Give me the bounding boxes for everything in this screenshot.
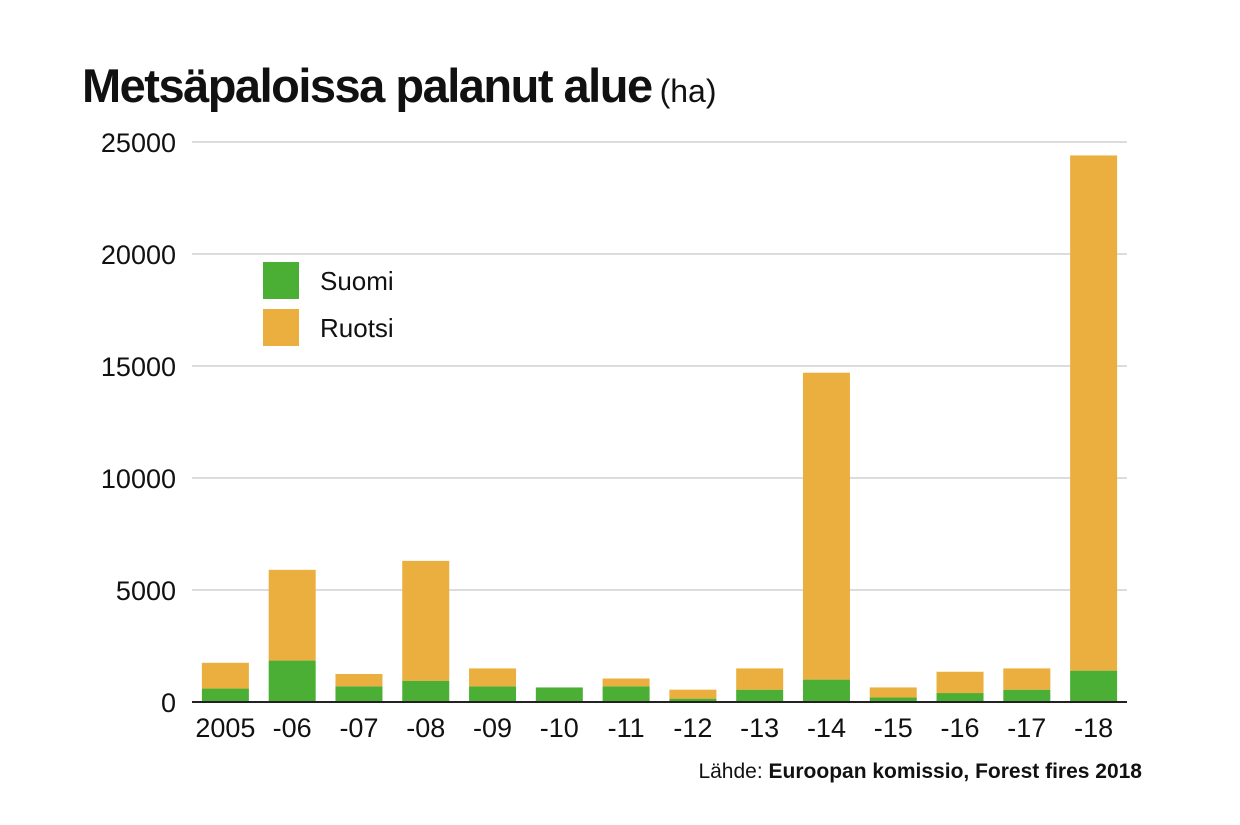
- bar-ruotsi: [802, 372, 850, 680]
- source-note: Lähde: Euroopan komissio, Forest fires 2…: [698, 760, 1142, 784]
- x-tick-label: -06: [273, 713, 312, 743]
- bar-suomi: [869, 697, 917, 702]
- bar-ruotsi: [602, 678, 650, 687]
- x-tick-label: -11: [608, 713, 645, 743]
- y-tick-label: 15000: [101, 352, 176, 382]
- bar-ruotsi: [1003, 668, 1051, 690]
- x-tick-label: -16: [941, 713, 980, 743]
- x-tick-label: -12: [673, 713, 712, 743]
- bar-ruotsi: [736, 668, 784, 690]
- y-tick-label: 25000: [101, 128, 176, 158]
- legend-label-ruotsi: Ruotsi: [320, 313, 394, 343]
- bar-suomi: [802, 679, 850, 702]
- title-unit: (ha): [659, 73, 717, 109]
- x-tick-label: -18: [1074, 713, 1113, 743]
- bar-suomi: [669, 698, 717, 702]
- bar-suomi: [936, 693, 984, 702]
- x-tick-label: -15: [874, 713, 913, 743]
- x-tick-label: 2005: [195, 713, 255, 743]
- x-tick-label: -08: [406, 713, 445, 743]
- x-tick-label: -14: [807, 713, 846, 743]
- y-tick-label: 10000: [101, 464, 176, 494]
- bar-ruotsi: [402, 560, 450, 681]
- bar-suomi: [201, 688, 249, 702]
- legend-swatch-suomi: [263, 262, 299, 299]
- bar-suomi: [602, 686, 650, 702]
- x-tick-label: -13: [740, 713, 779, 743]
- bar-suomi: [402, 680, 450, 702]
- bar-ruotsi: [201, 662, 249, 689]
- bar-ruotsi: [936, 671, 984, 694]
- source-value: Euroopan komissio, Forest fires 2018: [768, 760, 1142, 783]
- source-label: Lähde:: [698, 760, 763, 783]
- bar-ruotsi: [335, 674, 383, 687]
- x-tick-label: -17: [1007, 713, 1046, 743]
- bar-ruotsi: [469, 668, 517, 687]
- bar-suomi: [1003, 689, 1051, 702]
- y-tick-label: 20000: [101, 240, 176, 270]
- x-tick-label: -10: [540, 713, 579, 743]
- chart-title: Metsäpaloissa palanut alue (ha): [82, 58, 717, 113]
- bar-suomi: [535, 687, 583, 702]
- bar-suomi: [335, 686, 383, 702]
- bar-suomi: [268, 660, 316, 702]
- legend-label-suomi: Suomi: [320, 266, 394, 296]
- x-tick-label: -07: [339, 713, 378, 743]
- bar-ruotsi: [669, 689, 717, 699]
- bar-suomi: [1070, 670, 1118, 702]
- bar-suomi: [469, 686, 517, 702]
- bar-suomi: [736, 689, 784, 702]
- legend-swatch-ruotsi: [263, 309, 299, 346]
- bar-ruotsi: [268, 569, 316, 661]
- bar-ruotsi: [1070, 155, 1118, 671]
- y-tick-label: 0: [161, 688, 176, 718]
- bar-ruotsi: [869, 687, 917, 698]
- y-tick-label: 5000: [116, 576, 176, 606]
- title-text: Metsäpaloissa palanut alue: [82, 59, 653, 112]
- x-tick-label: -09: [473, 713, 512, 743]
